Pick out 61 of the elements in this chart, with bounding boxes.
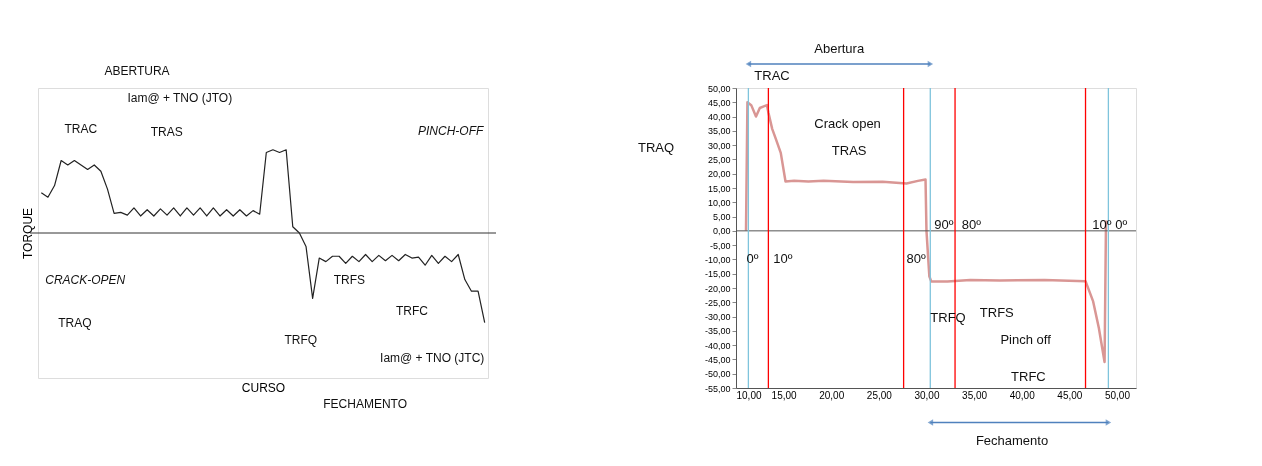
text: PINCH-OFF bbox=[417, 123, 484, 138]
y-tick-label: -55,00 bbox=[704, 383, 731, 394]
x-tick-label: 25,00 bbox=[866, 389, 893, 401]
text: ABERTURA bbox=[104, 63, 170, 78]
y-tick-label: 5,00 bbox=[712, 212, 731, 223]
annotation: TRAS bbox=[831, 143, 867, 159]
y-tick-label: -15,00 bbox=[704, 269, 731, 280]
text: Iam@ + TNO (JTC) bbox=[380, 350, 485, 365]
annotation: TRFC bbox=[395, 304, 429, 319]
y-tick-label: -40,00 bbox=[704, 340, 731, 351]
y-tick-label: 35,00 bbox=[707, 126, 731, 137]
y-tick-label: 45,00 bbox=[707, 97, 731, 108]
x-tick-label: 10,00 bbox=[736, 389, 762, 401]
annotation: 0º bbox=[746, 251, 759, 267]
text: Fechamento bbox=[975, 432, 1049, 448]
annotation: Pinch off bbox=[1000, 331, 1052, 347]
y-tick-label: 50,00 bbox=[707, 83, 731, 94]
annotation: Crack open bbox=[814, 116, 881, 131]
annotation: CRACK-OPEN bbox=[45, 272, 126, 287]
text: FECHAMENTO bbox=[323, 397, 408, 412]
x-axis-title: CURSO bbox=[241, 380, 286, 395]
text: TRAS bbox=[150, 124, 183, 139]
annotation: 10º bbox=[773, 251, 793, 267]
annotation: 80º bbox=[906, 251, 927, 267]
annotation: TRFC bbox=[1011, 368, 1046, 384]
y-tick-label: -10,00 bbox=[704, 254, 731, 265]
y-tick-label: 20,00 bbox=[707, 169, 731, 180]
y-tick-label: 10,00 bbox=[707, 197, 731, 208]
annotation: 10º bbox=[1092, 217, 1112, 233]
y-tick-label: 30,00 bbox=[707, 140, 731, 151]
text: Abertura bbox=[814, 41, 865, 56]
text: Iam@ + TNO (JTO) bbox=[127, 91, 233, 106]
y-tick-label: 15,00 bbox=[707, 183, 731, 194]
y-tick-label: -25,00 bbox=[704, 297, 731, 308]
text: TRAQ bbox=[637, 140, 675, 155]
annotation: TRFS bbox=[979, 304, 1015, 320]
x-tick-label: 30,00 bbox=[914, 389, 940, 401]
text: TRFQ bbox=[284, 332, 318, 347]
y-tick-label: -5,00 bbox=[709, 240, 731, 251]
x-tick-label: 45,00 bbox=[1057, 389, 1083, 401]
x-tick-label: 35,00 bbox=[962, 389, 988, 401]
x-tick-label: 20,00 bbox=[819, 389, 845, 401]
x-tick-label: 15,00 bbox=[771, 389, 798, 401]
annotation: TRFS bbox=[333, 272, 366, 287]
annotation: 90º bbox=[934, 217, 954, 233]
y-tick-label: 25,00 bbox=[707, 154, 731, 165]
annotation: 80º bbox=[961, 217, 982, 233]
text: TRAC bbox=[754, 68, 790, 83]
y-tick-label: -50,00 bbox=[704, 369, 731, 380]
y-tick-label: -45,00 bbox=[704, 354, 731, 365]
y-tick-label: -35,00 bbox=[704, 326, 731, 337]
y-tick-label: -30,00 bbox=[704, 312, 731, 323]
annotation: 0º bbox=[1115, 217, 1128, 233]
text: TRAC bbox=[64, 121, 98, 136]
y-axis-title: TORQUE bbox=[20, 207, 35, 260]
y-tick-label: -20,00 bbox=[704, 283, 731, 294]
annotation: TRAQ bbox=[58, 315, 92, 330]
x-tick-label: 50,00 bbox=[1104, 389, 1131, 401]
y-tick-label: 0,00 bbox=[712, 226, 731, 237]
y-tick-label: 40,00 bbox=[707, 112, 731, 123]
x-tick-label: 40,00 bbox=[1009, 389, 1036, 401]
